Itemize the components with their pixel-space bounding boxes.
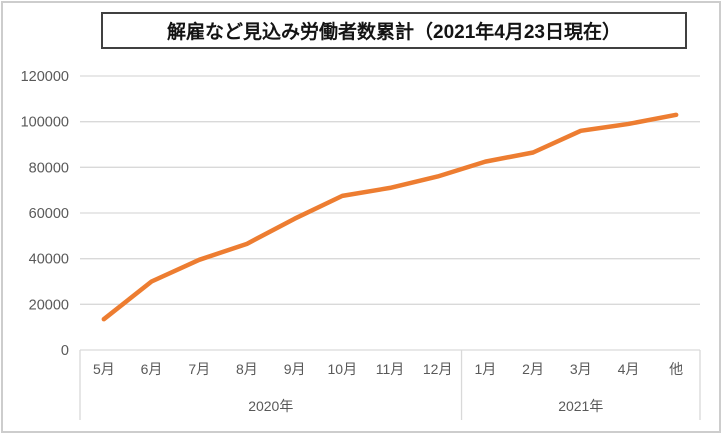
- y-axis-label: 0: [61, 343, 69, 359]
- x-axis-label: 他: [669, 361, 683, 377]
- chart-title-box: 解雇など見込み労働者数累計（2021年4月23日現在）: [101, 12, 687, 49]
- x-axis-label: 11月: [376, 361, 405, 377]
- year-group-label: 2020年: [248, 398, 293, 414]
- chart-title-text: 解雇など見込み労働者数累計（2021年4月23日現在）: [167, 22, 621, 43]
- y-axis-label: 80000: [29, 160, 69, 176]
- x-axis-label: 12月: [423, 361, 453, 377]
- year-group-label: 2021年: [558, 398, 603, 414]
- data-line-series: [101, 112, 679, 322]
- x-axis-label: 10月: [328, 361, 358, 377]
- x-axis-label: 1月: [474, 361, 496, 377]
- x-axis-label: 7月: [188, 361, 210, 377]
- x-axis-label: 8月: [236, 361, 258, 377]
- x-axis-label: 6月: [141, 361, 163, 377]
- x-axis-label: 9月: [284, 361, 306, 377]
- y-axis-label: 120000: [21, 69, 69, 85]
- y-axis-label: 20000: [29, 297, 69, 313]
- x-axis-label: 2月: [522, 361, 544, 377]
- x-axis-label: 4月: [618, 361, 640, 377]
- x-axis-label: 3月: [570, 361, 592, 377]
- y-axis-label: 60000: [29, 206, 69, 222]
- x-axis-label: 5月: [93, 361, 115, 377]
- y-axis-label: 100000: [21, 115, 69, 131]
- y-axis-label: 40000: [29, 252, 69, 268]
